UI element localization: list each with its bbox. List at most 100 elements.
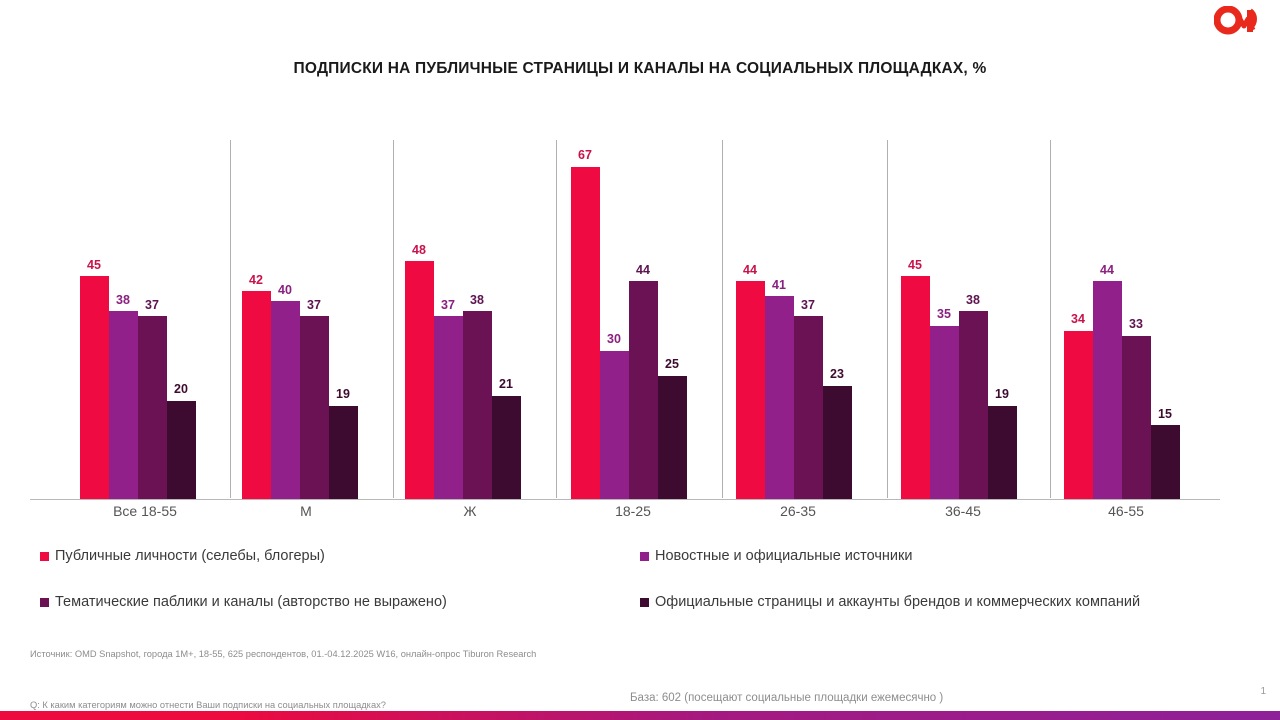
source-note: Источник: OMD Snapshot, города 1M+, 18-5… <box>30 649 537 659</box>
bar-rect[interactable] <box>433 316 463 500</box>
bar-rect[interactable] <box>1092 281 1122 500</box>
legend-swatch-icon <box>40 597 49 607</box>
bar-value-label: 37 <box>441 297 455 312</box>
bar-rect[interactable] <box>570 166 600 500</box>
omd-logo-icon <box>1214 6 1257 35</box>
bar-3-0[interactable]: 67 <box>570 142 600 500</box>
bar-rect[interactable] <box>108 311 138 500</box>
bar-1-0[interactable]: 42 <box>241 142 271 500</box>
bar-value-label: 45 <box>908 257 922 272</box>
bar-rect[interactable] <box>793 316 823 500</box>
bar-chart-plot: 45 38 37 20 42 40 37 19 48 37 38 21 67 30 44 25 44 41 37 23… <box>30 140 1250 500</box>
bar-5-1[interactable]: 35 <box>929 142 959 500</box>
bar-group-1: 42 40 37 19 <box>232 142 367 500</box>
bar-4-0[interactable]: 44 <box>735 142 765 500</box>
bar-1-1[interactable]: 40 <box>270 142 300 500</box>
bar-rect[interactable] <box>958 311 988 500</box>
bar-2-3[interactable]: 21 <box>491 142 521 500</box>
bar-value-label: 15 <box>1158 406 1172 421</box>
bar-6-2[interactable]: 33 <box>1121 142 1151 500</box>
bar-6-3[interactable]: 15 <box>1150 142 1180 500</box>
bar-rect[interactable] <box>299 316 329 500</box>
bar-value-label: 19 <box>995 387 1009 402</box>
bar-6-0[interactable]: 34 <box>1063 142 1093 500</box>
bar-rect[interactable] <box>764 296 794 500</box>
legend-label-2: Тематические паблики и каналы (авторство… <box>55 594 447 610</box>
bar-4-2[interactable]: 37 <box>793 142 823 500</box>
legend-item-3[interactable]: Официальные страницы и аккаунты брендов … <box>640 594 1240 610</box>
bar-2-0[interactable]: 48 <box>404 142 434 500</box>
group-separator-1 <box>393 140 394 498</box>
bar-0-1[interactable]: 38 <box>108 142 138 500</box>
legend-swatch-icon <box>640 551 649 561</box>
bar-rect[interactable] <box>822 385 852 500</box>
bar-3-2[interactable]: 44 <box>628 142 658 500</box>
bar-0-3[interactable]: 20 <box>166 142 196 500</box>
bar-group-5: 45 35 38 19 <box>891 142 1026 500</box>
bar-6-1[interactable]: 44 <box>1092 142 1122 500</box>
legend-row-2: Тематические паблики и каналы (авторство… <box>40 594 1240 610</box>
bar-value-label: 20 <box>174 382 188 397</box>
bar-rect[interactable] <box>491 395 521 500</box>
bar-4-1[interactable]: 41 <box>764 142 794 500</box>
page-number: 1 <box>1260 686 1266 697</box>
bar-0-0[interactable]: 45 <box>79 142 109 500</box>
bar-value-label: 44 <box>743 262 757 277</box>
bar-0-2[interactable]: 37 <box>137 142 167 500</box>
bar-5-3[interactable]: 19 <box>987 142 1017 500</box>
legend-label-3: Официальные страницы и аккаунты брендов … <box>655 594 1141 610</box>
bar-rect[interactable] <box>241 291 271 500</box>
x-axis-label-6: 46-55 <box>1108 503 1144 519</box>
legend-label-1: Новостные и официальные источники <box>655 548 913 564</box>
bar-rect[interactable] <box>137 316 167 500</box>
bar-value-label: 40 <box>278 282 292 297</box>
bar-1-2[interactable]: 37 <box>299 142 329 500</box>
legend-item-1[interactable]: Новостные и официальные источники <box>640 548 1240 564</box>
bar-5-2[interactable]: 38 <box>958 142 988 500</box>
bar-rect[interactable] <box>735 281 765 500</box>
bar-value-label: 19 <box>336 387 350 402</box>
bar-rect[interactable] <box>929 325 959 500</box>
legend-item-2[interactable]: Тематические паблики и каналы (авторство… <box>40 594 640 610</box>
bar-rect[interactable] <box>166 400 196 500</box>
bar-value-label: 44 <box>636 262 650 277</box>
bar-value-label: 21 <box>499 377 513 392</box>
legend-row-1: Публичные личности (селебы, блогеры) Нов… <box>40 548 1240 564</box>
bar-2-2[interactable]: 38 <box>462 142 492 500</box>
bar-value-label: 45 <box>87 257 101 272</box>
bar-4-3[interactable]: 23 <box>822 142 852 500</box>
bar-rect[interactable] <box>462 311 492 500</box>
bar-5-0[interactable]: 45 <box>900 142 930 500</box>
bar-2-1[interactable]: 37 <box>433 142 463 500</box>
bar-rect[interactable] <box>270 301 300 500</box>
group-separator-2 <box>556 140 557 498</box>
question-note: Q: К каким категориям можно отнести Ваши… <box>30 700 386 710</box>
bar-rect[interactable] <box>328 405 358 500</box>
bar-rect[interactable] <box>1063 330 1093 500</box>
bar-value-label: 42 <box>249 272 263 287</box>
bar-rect[interactable] <box>1150 425 1180 500</box>
bar-group-0: 45 38 37 20 <box>70 142 205 500</box>
bar-group-2: 48 37 38 21 <box>395 142 530 500</box>
legend-label-0: Публичные личности (селебы, блогеры) <box>55 548 325 564</box>
bar-rect[interactable] <box>628 281 658 500</box>
bar-3-3[interactable]: 25 <box>657 142 687 500</box>
bar-rect[interactable] <box>404 261 434 500</box>
bar-value-label: 25 <box>665 357 679 372</box>
bar-value-label: 37 <box>801 297 815 312</box>
bar-rect[interactable] <box>79 276 109 500</box>
bar-rect[interactable] <box>987 405 1017 500</box>
legend-item-0[interactable]: Публичные личности (селебы, блогеры) <box>40 548 640 564</box>
bar-value-label: 34 <box>1071 312 1085 327</box>
bar-rect[interactable] <box>599 350 629 500</box>
bar-group-3: 67 30 44 25 <box>561 142 696 500</box>
bar-value-label: 38 <box>116 292 130 307</box>
bar-value-label: 37 <box>307 297 321 312</box>
bar-rect[interactable] <box>657 375 687 500</box>
bar-3-1[interactable]: 30 <box>599 142 629 500</box>
bar-rect[interactable] <box>1121 335 1151 500</box>
chart-baseline-axis <box>30 499 1220 500</box>
bar-1-3[interactable]: 19 <box>328 142 358 500</box>
bar-rect[interactable] <box>900 276 930 500</box>
